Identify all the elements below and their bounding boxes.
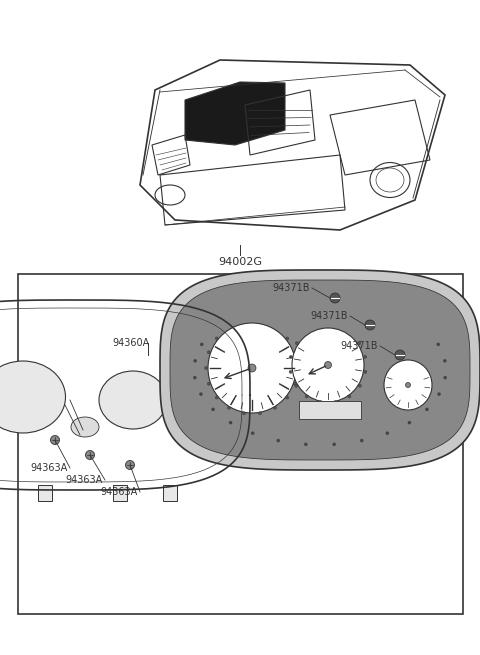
- Ellipse shape: [215, 337, 218, 340]
- Ellipse shape: [289, 370, 292, 373]
- Ellipse shape: [334, 401, 337, 403]
- Ellipse shape: [85, 451, 95, 460]
- Ellipse shape: [384, 360, 432, 410]
- Ellipse shape: [295, 384, 298, 387]
- Ellipse shape: [242, 412, 245, 415]
- Ellipse shape: [348, 395, 351, 398]
- Text: 94363A: 94363A: [65, 475, 102, 485]
- Ellipse shape: [193, 376, 197, 379]
- Ellipse shape: [304, 443, 308, 446]
- Polygon shape: [170, 280, 470, 460]
- Text: 94371B: 94371B: [273, 283, 310, 293]
- Ellipse shape: [228, 406, 230, 409]
- Ellipse shape: [276, 439, 280, 442]
- Ellipse shape: [305, 395, 308, 398]
- Ellipse shape: [333, 443, 336, 446]
- Ellipse shape: [319, 401, 322, 403]
- Ellipse shape: [385, 432, 389, 435]
- Ellipse shape: [289, 356, 292, 358]
- Ellipse shape: [297, 367, 300, 369]
- Ellipse shape: [294, 351, 297, 354]
- Text: 94363A: 94363A: [30, 463, 67, 473]
- Ellipse shape: [365, 320, 375, 330]
- Ellipse shape: [324, 362, 332, 369]
- Ellipse shape: [395, 350, 405, 360]
- Bar: [163, 485, 177, 501]
- Ellipse shape: [286, 337, 289, 340]
- Ellipse shape: [358, 384, 361, 387]
- Ellipse shape: [286, 396, 289, 399]
- Ellipse shape: [125, 460, 134, 470]
- Ellipse shape: [251, 432, 254, 435]
- Ellipse shape: [444, 376, 447, 379]
- Ellipse shape: [364, 356, 367, 358]
- Text: 94371B: 94371B: [340, 341, 378, 351]
- Ellipse shape: [292, 328, 364, 402]
- Ellipse shape: [50, 436, 60, 445]
- Ellipse shape: [408, 421, 411, 424]
- Ellipse shape: [199, 392, 203, 396]
- Ellipse shape: [330, 293, 340, 303]
- Ellipse shape: [71, 417, 99, 437]
- Ellipse shape: [0, 361, 65, 433]
- Ellipse shape: [259, 412, 262, 415]
- Ellipse shape: [229, 421, 232, 424]
- Text: 94360A: 94360A: [112, 338, 149, 348]
- Ellipse shape: [211, 407, 215, 411]
- Ellipse shape: [200, 343, 204, 346]
- Ellipse shape: [208, 323, 296, 413]
- Ellipse shape: [437, 392, 441, 396]
- Ellipse shape: [215, 396, 218, 399]
- Ellipse shape: [193, 359, 197, 363]
- Text: 94363A: 94363A: [100, 487, 137, 497]
- Ellipse shape: [406, 383, 410, 388]
- Ellipse shape: [364, 370, 367, 373]
- Ellipse shape: [425, 407, 429, 411]
- FancyBboxPatch shape: [299, 401, 361, 419]
- Ellipse shape: [274, 406, 276, 409]
- Ellipse shape: [207, 383, 210, 385]
- Ellipse shape: [443, 359, 446, 363]
- Text: 94002G: 94002G: [218, 257, 262, 267]
- Ellipse shape: [294, 383, 297, 385]
- Polygon shape: [160, 270, 480, 470]
- Bar: [18, 274, 463, 614]
- Bar: [38, 485, 52, 501]
- Ellipse shape: [358, 342, 360, 345]
- Ellipse shape: [248, 364, 256, 372]
- Ellipse shape: [360, 439, 363, 442]
- Polygon shape: [185, 82, 285, 145]
- Ellipse shape: [99, 371, 167, 429]
- Text: 94371B: 94371B: [311, 311, 348, 321]
- Bar: [248, 383, 260, 407]
- Ellipse shape: [207, 351, 210, 354]
- Ellipse shape: [295, 342, 299, 345]
- Bar: [113, 485, 127, 501]
- Ellipse shape: [204, 367, 207, 369]
- Ellipse shape: [436, 343, 440, 346]
